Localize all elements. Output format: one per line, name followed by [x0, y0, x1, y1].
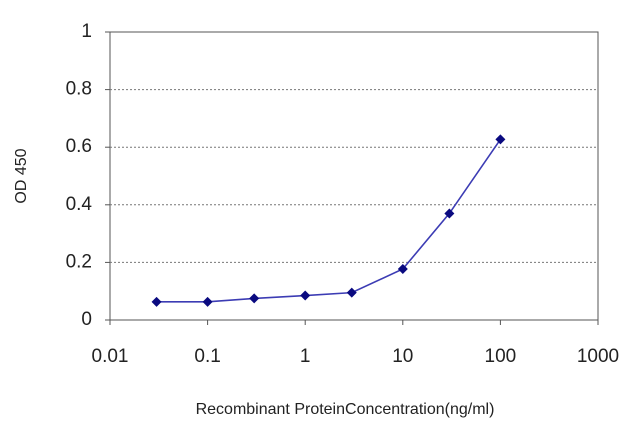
y-tick-label: 0.6: [66, 136, 92, 157]
y-tick-label: 1: [81, 21, 92, 42]
data-point: [202, 296, 213, 307]
y-axis-title: OD 450: [13, 148, 30, 203]
y-tick-label: 0.2: [66, 251, 92, 272]
data-point: [300, 290, 311, 301]
x-tick-label: 0.01: [92, 346, 129, 367]
x-tick-label: 0.1: [194, 346, 220, 367]
data-point: [444, 208, 455, 219]
data-point: [249, 293, 260, 304]
y-tick-label: 0: [81, 309, 92, 330]
x-tick-label: 100: [485, 346, 517, 367]
data-point: [397, 264, 408, 275]
y-tick-label: 0.8: [66, 79, 92, 100]
x-tick-label: 1: [300, 346, 311, 367]
plot-frame: [109, 31, 599, 321]
series-line: [156, 138, 502, 303]
x-tick-label: 10: [392, 346, 413, 367]
x-axis-title: Recombinant ProteinConcentration(ng/ml): [196, 401, 495, 418]
data-point: [346, 287, 357, 298]
y-tick-label: 0.4: [66, 194, 93, 215]
data-point: [495, 134, 506, 145]
data-point: [151, 296, 162, 307]
x-tick-label: 1000: [577, 346, 619, 367]
